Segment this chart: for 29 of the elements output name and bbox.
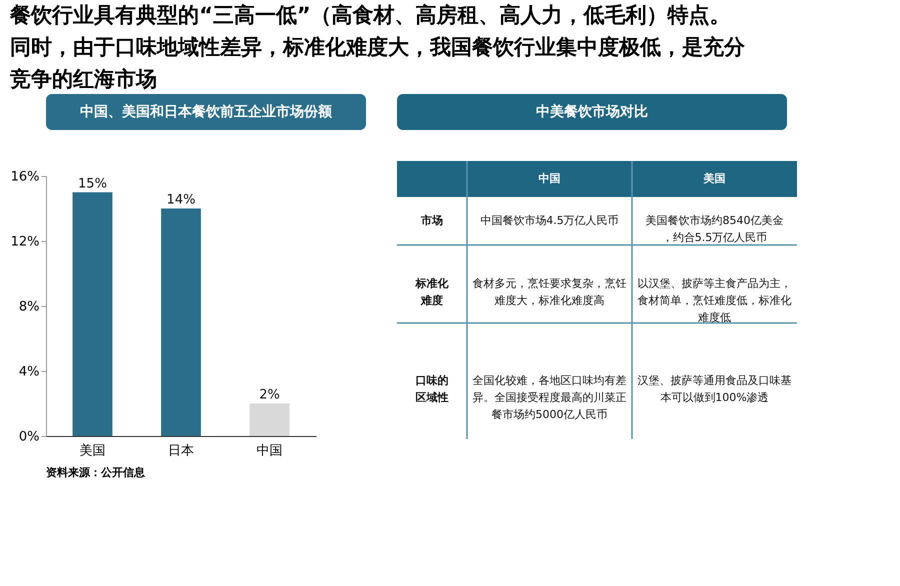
chart-title: 中国、美国和日本餐饮前五企业市场份额 — [80, 103, 333, 120]
text: 汉堡、披萨等通用食品及口味基本可以做到100%渗透 — [638, 374, 792, 404]
x-tick-label: 日本 — [168, 444, 194, 458]
text: 以汉堡、披萨等主食产品为主，食材简单，烹饪难度低，标准化难度低 — [638, 277, 792, 324]
category-label: 中国 — [538, 172, 560, 185]
text: 餐饮行业具有典型的“三高一低”（高食材、高房租、高人力，低毛利）特点。同时，由于口味地域性差异，标准化难度大，我国餐饮行业集中度极低，是充分竞争的红海市场 — [9, 3, 746, 91]
category-label: 口味的区域性 — [416, 374, 448, 404]
y-tick-label: 8% — [18, 300, 40, 314]
data-label: 2% — [259, 388, 280, 402]
y-tick-label: 0% — [18, 430, 40, 444]
data-label: 14% — [166, 192, 196, 208]
category-label: 市场 — [421, 214, 443, 227]
text: 食材多元，烹饪要求复杂，烹饪难度大，标准化难度高 — [472, 277, 626, 307]
x-tick-label: 美国 — [79, 442, 106, 458]
x-tick-label: 中国 — [256, 444, 283, 458]
text: 美国餐饮市场约8540亿美金，约合5.5万亿人民币 — [646, 214, 784, 244]
text: 中美餐饮市场对比 — [536, 103, 648, 120]
data-label: 15% — [78, 176, 107, 192]
bar — [250, 404, 290, 436]
text: 全国化较难，各地区口味均有差异。全国接受程度最高的川菜正餐市场约5000亿人民币 — [472, 374, 626, 421]
bar — [72, 192, 112, 436]
y-tick-label: 12% — [10, 234, 40, 250]
category-label: 美国 — [702, 172, 726, 185]
y-tick-label: 16% — [10, 170, 40, 184]
text: 中国餐饮市场4.5万亿人民币 — [480, 214, 619, 227]
bar — [161, 208, 201, 436]
y-tick-label: 4% — [18, 364, 40, 380]
text: 资料来源：公开信息 — [46, 466, 146, 479]
category-label: 标准化难度 — [416, 277, 448, 307]
